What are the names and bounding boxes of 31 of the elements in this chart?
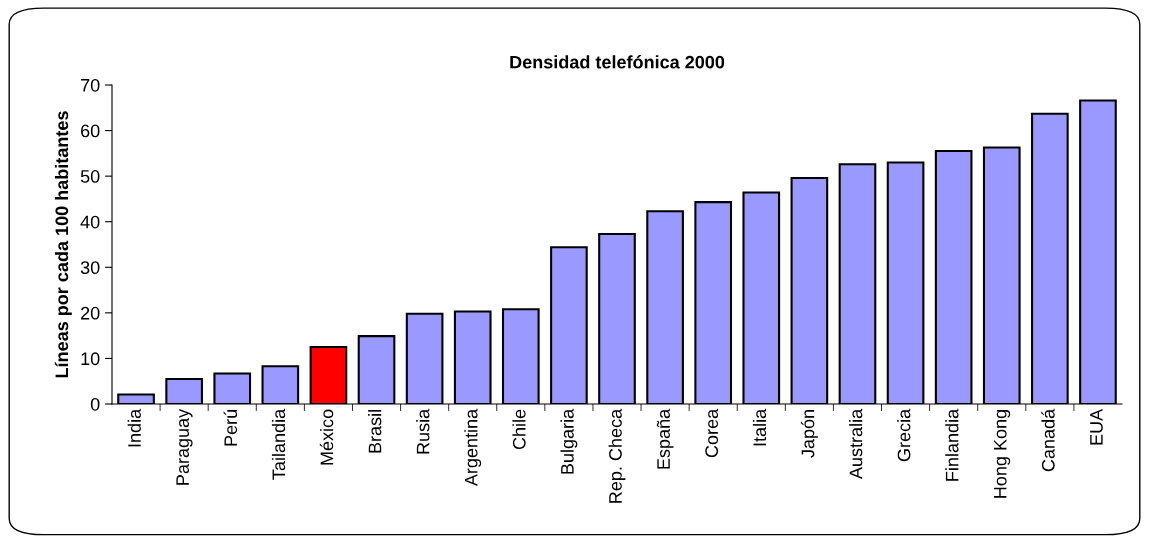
y-axis-title: Líneas por cada 100 habitantes (54, 111, 72, 378)
chart-title: Densidad telefónica 2000 (510, 55, 725, 69)
x-tick-label: Rep. Checa (608, 408, 626, 503)
x-tick-label: Grecia (897, 408, 911, 462)
x-tick-label: España (656, 408, 674, 469)
y-tick-label: 20 (81, 306, 100, 320)
x-tick-label: Corea (705, 408, 719, 458)
x-tick-label: Perú (223, 410, 238, 446)
x-tick-label: Paraguay (176, 408, 193, 485)
x-tick-label: Canadá (1041, 408, 1055, 472)
x-tick-label: Brasil (368, 410, 382, 453)
y-tick-label: 30 (80, 261, 100, 275)
y-tick-label: 60 (81, 124, 100, 138)
y-tick-label: 70 (81, 78, 100, 92)
x-tick-label: India (127, 408, 141, 447)
x-tick-label: Tailandia (271, 408, 286, 480)
x-tick-label: Hong Kong (994, 410, 1011, 498)
x-tick-label: EUA (1090, 408, 1103, 445)
y-tick-label: 0 (90, 397, 100, 411)
x-tick-label: Rusia (416, 408, 430, 454)
y-tick-label: 50 (80, 170, 100, 183)
x-tick-label: Japón (800, 410, 818, 458)
x-tick-label: Australia (849, 408, 863, 480)
x-tick-label: Bulgaria (560, 408, 578, 474)
y-tick-label: 10 (81, 352, 100, 366)
y-tick-label: 40 (80, 215, 100, 229)
x-tick-label: Chile (512, 409, 526, 450)
x-tick-label: Argentina (464, 408, 482, 487)
x-tick-label: Finlandia (945, 408, 959, 481)
x-tick-label: México (319, 409, 334, 465)
x-tick-label: Italia (752, 408, 767, 446)
